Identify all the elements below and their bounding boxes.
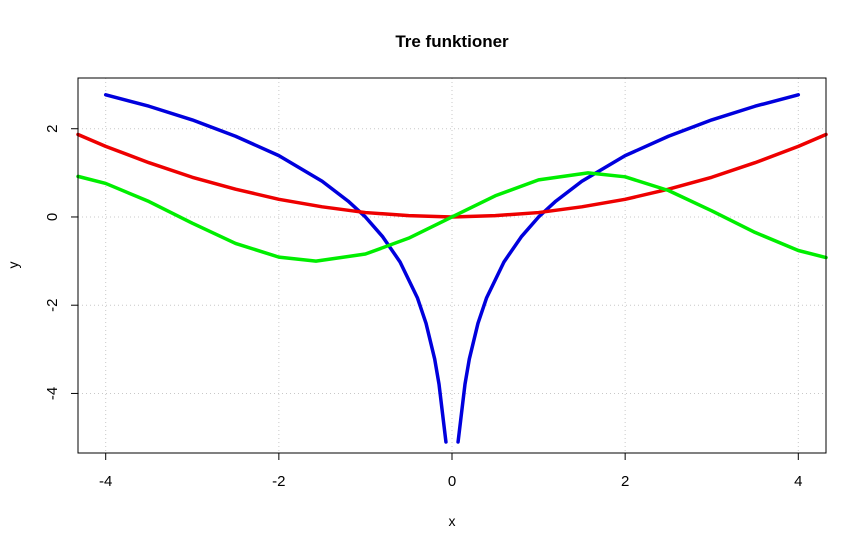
series-line-3 (76, 171, 828, 263)
x-tick-label: 0 (448, 473, 456, 490)
y-tick-label: -2 (44, 299, 61, 312)
x-tick-label: 2 (621, 473, 629, 490)
x-tick-label: -2 (272, 473, 285, 490)
series-lines (76, 93, 828, 444)
y-axis: -4 -2 0 2 (44, 125, 78, 400)
series-line-1 (103, 93, 801, 444)
y-tick-label: 2 (44, 125, 61, 133)
x-tick-label: -4 (99, 473, 112, 490)
x-axis-label: x (449, 513, 456, 529)
y-tick-label: 0 (44, 213, 61, 221)
x-tick-label: 4 (794, 473, 802, 490)
x-axis: -4 -2 0 2 4 (99, 453, 802, 490)
grid-lines (78, 78, 826, 453)
y-axis-label: y (5, 262, 21, 269)
chart-title: Tre funktioner (395, 32, 509, 51)
y-tick-label: -4 (44, 387, 61, 400)
